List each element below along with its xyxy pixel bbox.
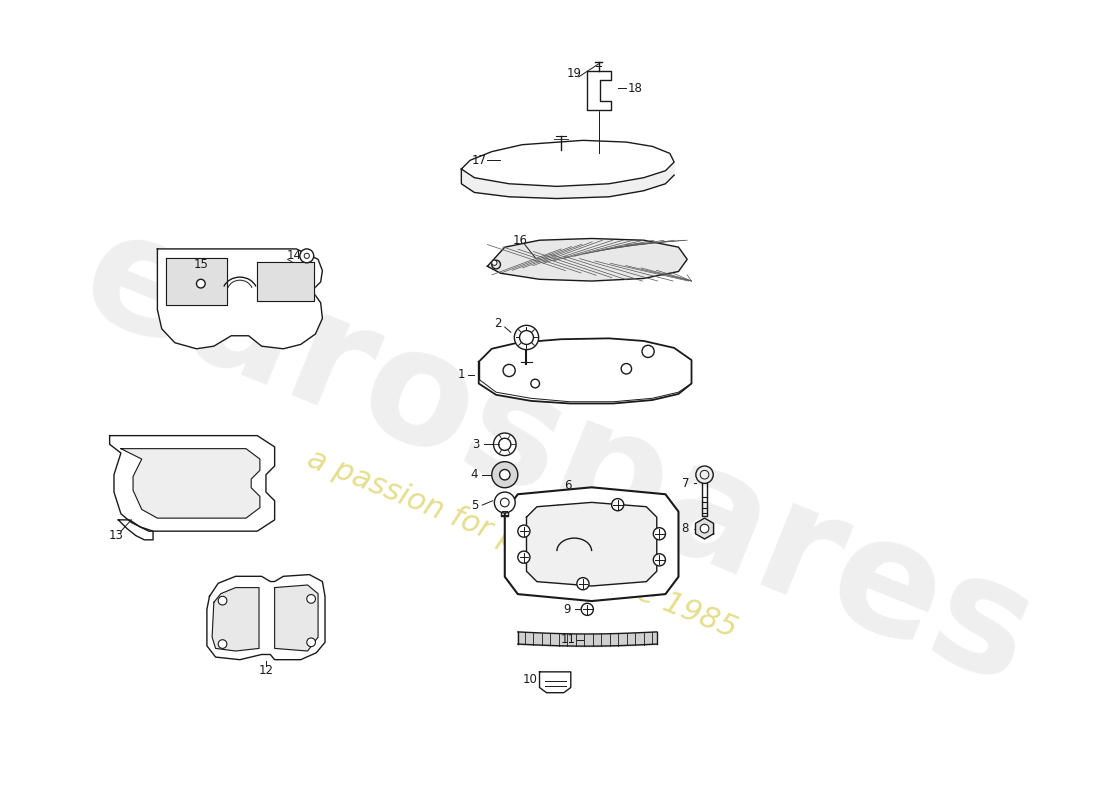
Text: eurospares: eurospares bbox=[59, 196, 1054, 718]
Text: 10: 10 bbox=[522, 673, 538, 686]
Text: 17: 17 bbox=[471, 154, 486, 167]
Text: 2: 2 bbox=[494, 317, 502, 330]
Text: 19: 19 bbox=[566, 67, 582, 80]
Circle shape bbox=[653, 528, 666, 540]
Text: 9: 9 bbox=[574, 505, 581, 514]
Polygon shape bbox=[487, 238, 688, 281]
Polygon shape bbox=[212, 588, 258, 651]
Polygon shape bbox=[275, 585, 318, 651]
Text: 7: 7 bbox=[682, 477, 690, 490]
Text: 11: 11 bbox=[561, 634, 575, 646]
Circle shape bbox=[492, 260, 497, 266]
Text: 3: 3 bbox=[472, 438, 480, 451]
Circle shape bbox=[494, 433, 516, 456]
Text: 15: 15 bbox=[194, 258, 208, 271]
Polygon shape bbox=[695, 518, 714, 539]
Circle shape bbox=[218, 596, 227, 605]
Text: 18: 18 bbox=[628, 82, 642, 94]
Polygon shape bbox=[461, 140, 674, 186]
Polygon shape bbox=[157, 249, 322, 349]
Circle shape bbox=[498, 438, 510, 450]
Circle shape bbox=[492, 462, 518, 488]
Circle shape bbox=[300, 249, 313, 263]
Polygon shape bbox=[505, 487, 679, 601]
Text: 5: 5 bbox=[556, 505, 562, 514]
Polygon shape bbox=[110, 436, 275, 531]
Text: 4: 4 bbox=[471, 468, 478, 482]
Circle shape bbox=[612, 498, 624, 510]
Polygon shape bbox=[478, 338, 692, 403]
Text: 13: 13 bbox=[108, 529, 123, 542]
Text: 12: 12 bbox=[258, 664, 274, 677]
Polygon shape bbox=[257, 262, 314, 301]
Polygon shape bbox=[539, 672, 571, 693]
Circle shape bbox=[518, 525, 530, 538]
Circle shape bbox=[197, 279, 206, 288]
Text: 8: 8 bbox=[682, 522, 689, 535]
Circle shape bbox=[515, 326, 539, 350]
Text: 1: 1 bbox=[458, 368, 465, 382]
Circle shape bbox=[494, 492, 515, 513]
Polygon shape bbox=[166, 258, 227, 306]
Circle shape bbox=[218, 640, 227, 649]
Circle shape bbox=[701, 524, 708, 533]
Circle shape bbox=[307, 594, 316, 603]
Circle shape bbox=[581, 603, 593, 615]
Circle shape bbox=[576, 578, 588, 590]
Text: 16: 16 bbox=[513, 234, 528, 246]
Polygon shape bbox=[461, 162, 674, 198]
Polygon shape bbox=[587, 71, 610, 110]
Text: 5: 5 bbox=[471, 498, 478, 512]
Text: 9: 9 bbox=[563, 603, 571, 616]
Polygon shape bbox=[121, 449, 260, 518]
Circle shape bbox=[307, 638, 316, 646]
Text: 6: 6 bbox=[564, 479, 572, 493]
Circle shape bbox=[499, 470, 510, 480]
Polygon shape bbox=[527, 502, 657, 586]
Circle shape bbox=[518, 551, 530, 563]
Text: a passion for parts since 1985: a passion for parts since 1985 bbox=[302, 444, 741, 644]
Text: 14: 14 bbox=[287, 250, 303, 262]
Polygon shape bbox=[119, 520, 153, 540]
Polygon shape bbox=[207, 574, 324, 660]
Circle shape bbox=[653, 554, 666, 566]
